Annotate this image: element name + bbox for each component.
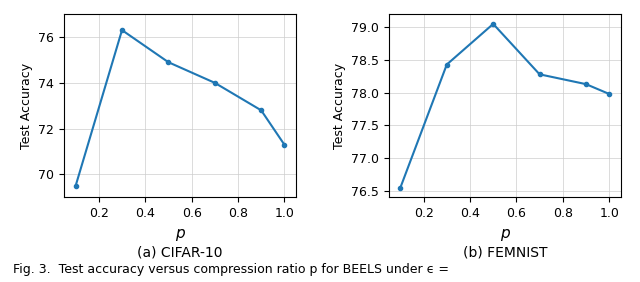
- Text: (a) CIFAR-10: (a) CIFAR-10: [137, 245, 223, 259]
- X-axis label: p: p: [500, 226, 509, 241]
- Text: (b) FEMNIST: (b) FEMNIST: [463, 245, 547, 259]
- X-axis label: p: p: [175, 226, 185, 241]
- Text: Fig. 3.  Test accuracy versus compression ratio p for BEELS under ϵ =: Fig. 3. Test accuracy versus compression…: [13, 263, 449, 276]
- Y-axis label: Test Accuracy: Test Accuracy: [333, 63, 346, 149]
- Y-axis label: Test Accuracy: Test Accuracy: [20, 63, 33, 149]
